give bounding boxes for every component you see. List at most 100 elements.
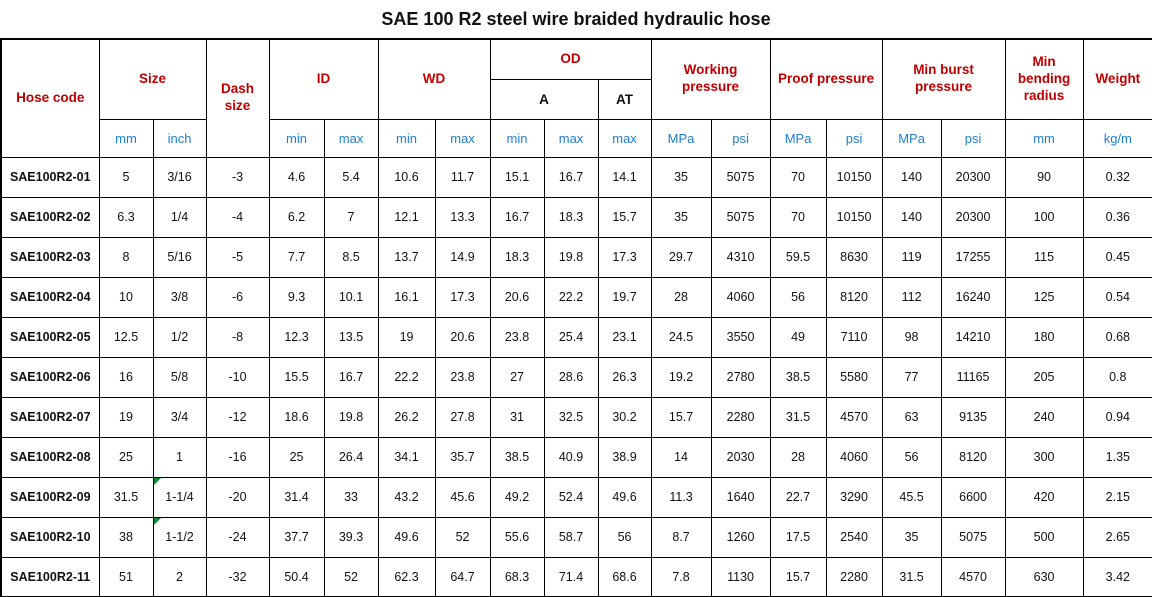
data-cell: 56 [881,436,942,478]
unit-cell-pp-mpa: MPa [769,118,827,158]
data-cell: 300 [1004,436,1084,478]
data-cell: 38.9 [597,436,652,478]
data-cell: 23.8 [434,356,491,398]
data-cell: 2.15 [1082,476,1152,518]
data-cell: 119 [881,236,942,278]
data-cell: 25 [268,436,325,478]
data-cell: 31.5 [881,556,942,597]
data-cell: 14 [650,436,712,478]
data-cell: 8120 [825,276,883,318]
data-cell: 35 [881,516,942,558]
data-cell: 0.36 [1082,196,1152,238]
data-cell: 58.7 [543,516,599,558]
data-cell: 49.6 [597,476,652,518]
data-cell: 4310 [710,236,771,278]
data-cell: 140 [881,196,942,238]
data-cell: 49 [769,316,827,358]
data-cell: 5075 [940,516,1006,558]
data-cell: 90 [1004,156,1084,198]
data-cell: 23.1 [597,316,652,358]
data-cell: 4570 [825,396,883,438]
data-cell: 115 [1004,236,1084,278]
data-cell: 15.1 [489,156,545,198]
unit-cell-bend-mm: mm [1004,118,1084,158]
data-cell: 3290 [825,476,883,518]
header-working-pressure: Working pressure [650,38,771,120]
data-cell: 10150 [825,196,883,238]
hose-code-cell: SAE100R2-07 [0,396,100,438]
data-cell: 1/4 [152,196,207,238]
data-cell: 19.7 [597,276,652,318]
unit-cell-burst-mpa: MPa [881,118,942,158]
data-cell: 59.5 [769,236,827,278]
data-cell: 17.5 [769,516,827,558]
data-cell: 2030 [710,436,771,478]
data-cell: 4.6 [268,156,325,198]
data-cell: 140 [881,156,942,198]
data-cell: 20.6 [489,276,545,318]
header-od: OD [489,38,652,80]
data-cell: -24 [205,516,270,558]
data-cell: 24.5 [650,316,712,358]
data-cell: 16 [98,356,154,398]
data-cell: 28 [769,436,827,478]
data-cell: 0.94 [1082,396,1152,438]
data-cell: 5 [98,156,154,198]
cell-comment-marker-icon [154,478,161,485]
data-cell: 23.8 [489,316,545,358]
data-cell: 51 [98,556,154,597]
data-cell: 18.6 [268,396,325,438]
table-row: SAE100R2-04 10 3/8 -6 9.3 10.1 16.1 17.3 20.6 22.… [0,276,1152,318]
data-cell: 4570 [940,556,1006,597]
data-cell: 31.5 [98,476,154,518]
data-cell: 3.42 [1082,556,1152,597]
data-cell: 19 [377,316,436,358]
header-od-at: AT [597,78,652,120]
data-cell: 13.5 [323,316,379,358]
data-cell: 22.7 [769,476,827,518]
data-cell: 14.1 [597,156,652,198]
header-od-a: A [489,78,599,120]
data-cell: 7.7 [268,236,325,278]
data-cell: 1.35 [1082,436,1152,478]
data-cell: 8120 [940,436,1006,478]
data-cell: 5/8 [152,356,207,398]
data-cell: 22.2 [543,276,599,318]
data-cell: 8.7 [650,516,712,558]
data-cell: 3550 [710,316,771,358]
data-cell: 6.2 [268,196,325,238]
data-cell: 35.7 [434,436,491,478]
data-cell: 15.7 [650,396,712,438]
data-cell: 19 [98,396,154,438]
data-cell: 26.2 [377,396,436,438]
data-cell: 33 [323,476,379,518]
data-cell: 15.7 [769,556,827,597]
data-cell: 5/16 [152,236,207,278]
header-wd: WD [377,38,491,120]
data-cell: 64.7 [434,556,491,597]
data-cell: 17.3 [434,276,491,318]
table-title: SAE 100 R2 steel wire braided hydraulic … [381,8,771,29]
hose-spec-table: Hose code Size Dash size ID WD OD Workin… [0,38,1152,597]
data-cell: 35 [650,156,712,198]
data-cell: 6.3 [98,196,154,238]
data-cell: 11.7 [434,156,491,198]
header-proof-pressure: Proof pressure [769,38,883,120]
data-cell: 45.5 [881,476,942,518]
unit-cell-wd-min: min [377,118,436,158]
table-row: SAE100R2-07 19 3/4 -12 18.6 19.8 26.2 27.8 31 32.… [0,396,1152,438]
data-cell: 32.5 [543,396,599,438]
data-cell: 18.3 [489,236,545,278]
hose-code-cell: SAE100R2-09 [0,476,100,518]
unit-cell-pp-psi: psi [825,118,883,158]
data-cell: 1/2 [152,316,207,358]
data-cell: 12.3 [268,316,325,358]
data-cell: 56 [597,516,652,558]
data-cell: 16.7 [323,356,379,398]
data-cell: 43.2 [377,476,436,518]
data-cell: 39.3 [323,516,379,558]
data-cell: 31.5 [769,396,827,438]
data-cell: 5075 [710,156,771,198]
data-cell: 3/16 [152,156,207,198]
